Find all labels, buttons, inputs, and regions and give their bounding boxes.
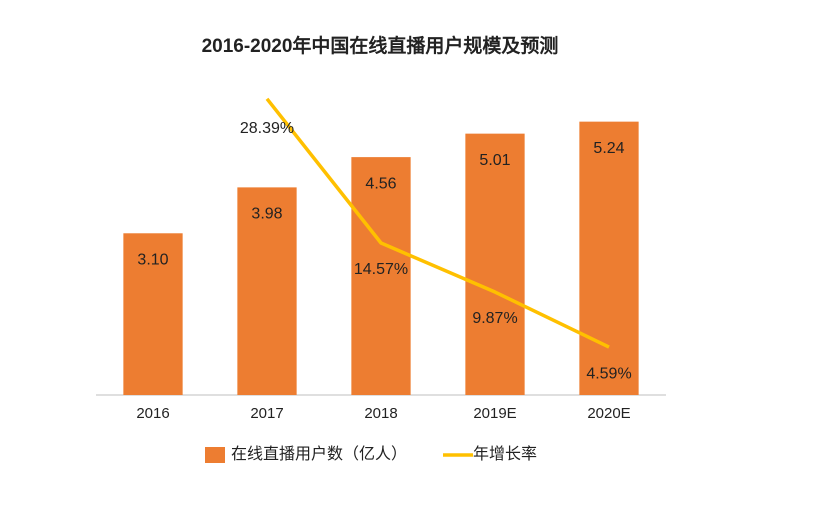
- bar: [579, 121, 639, 395]
- bar-value-label: 4.56: [365, 175, 396, 192]
- bar-value-label: 5.01: [479, 152, 510, 169]
- line-value-label: 4.59%: [586, 365, 631, 382]
- x-tick-label: 2017: [250, 405, 283, 422]
- chart-title: 2016-2020年中国在线直播用户规模及预测: [202, 34, 559, 57]
- line: [265, 97, 610, 349]
- x-tick-label: 2020E: [587, 405, 630, 422]
- line-value-label: 28.39%: [240, 120, 294, 137]
- bar: [351, 157, 411, 395]
- bar: [465, 133, 525, 395]
- legend-swatch: [205, 447, 225, 463]
- x-tick-label: 2019E: [473, 405, 516, 422]
- bar-value-label: 5.24: [593, 140, 624, 157]
- bar: [237, 187, 297, 395]
- bar-value-label: 3.10: [137, 252, 168, 269]
- x-tick-label: 2018: [364, 405, 397, 422]
- line-value-label: 14.57%: [354, 261, 408, 278]
- line-value-label: 9.87%: [472, 310, 517, 327]
- bar-value-label: 3.98: [251, 206, 282, 223]
- bar: [123, 233, 183, 395]
- legend-label: 在线直播用户数（亿人）: [231, 445, 407, 463]
- legend-label: 年增长率: [473, 445, 537, 463]
- x-tick-label: 2016: [136, 405, 169, 422]
